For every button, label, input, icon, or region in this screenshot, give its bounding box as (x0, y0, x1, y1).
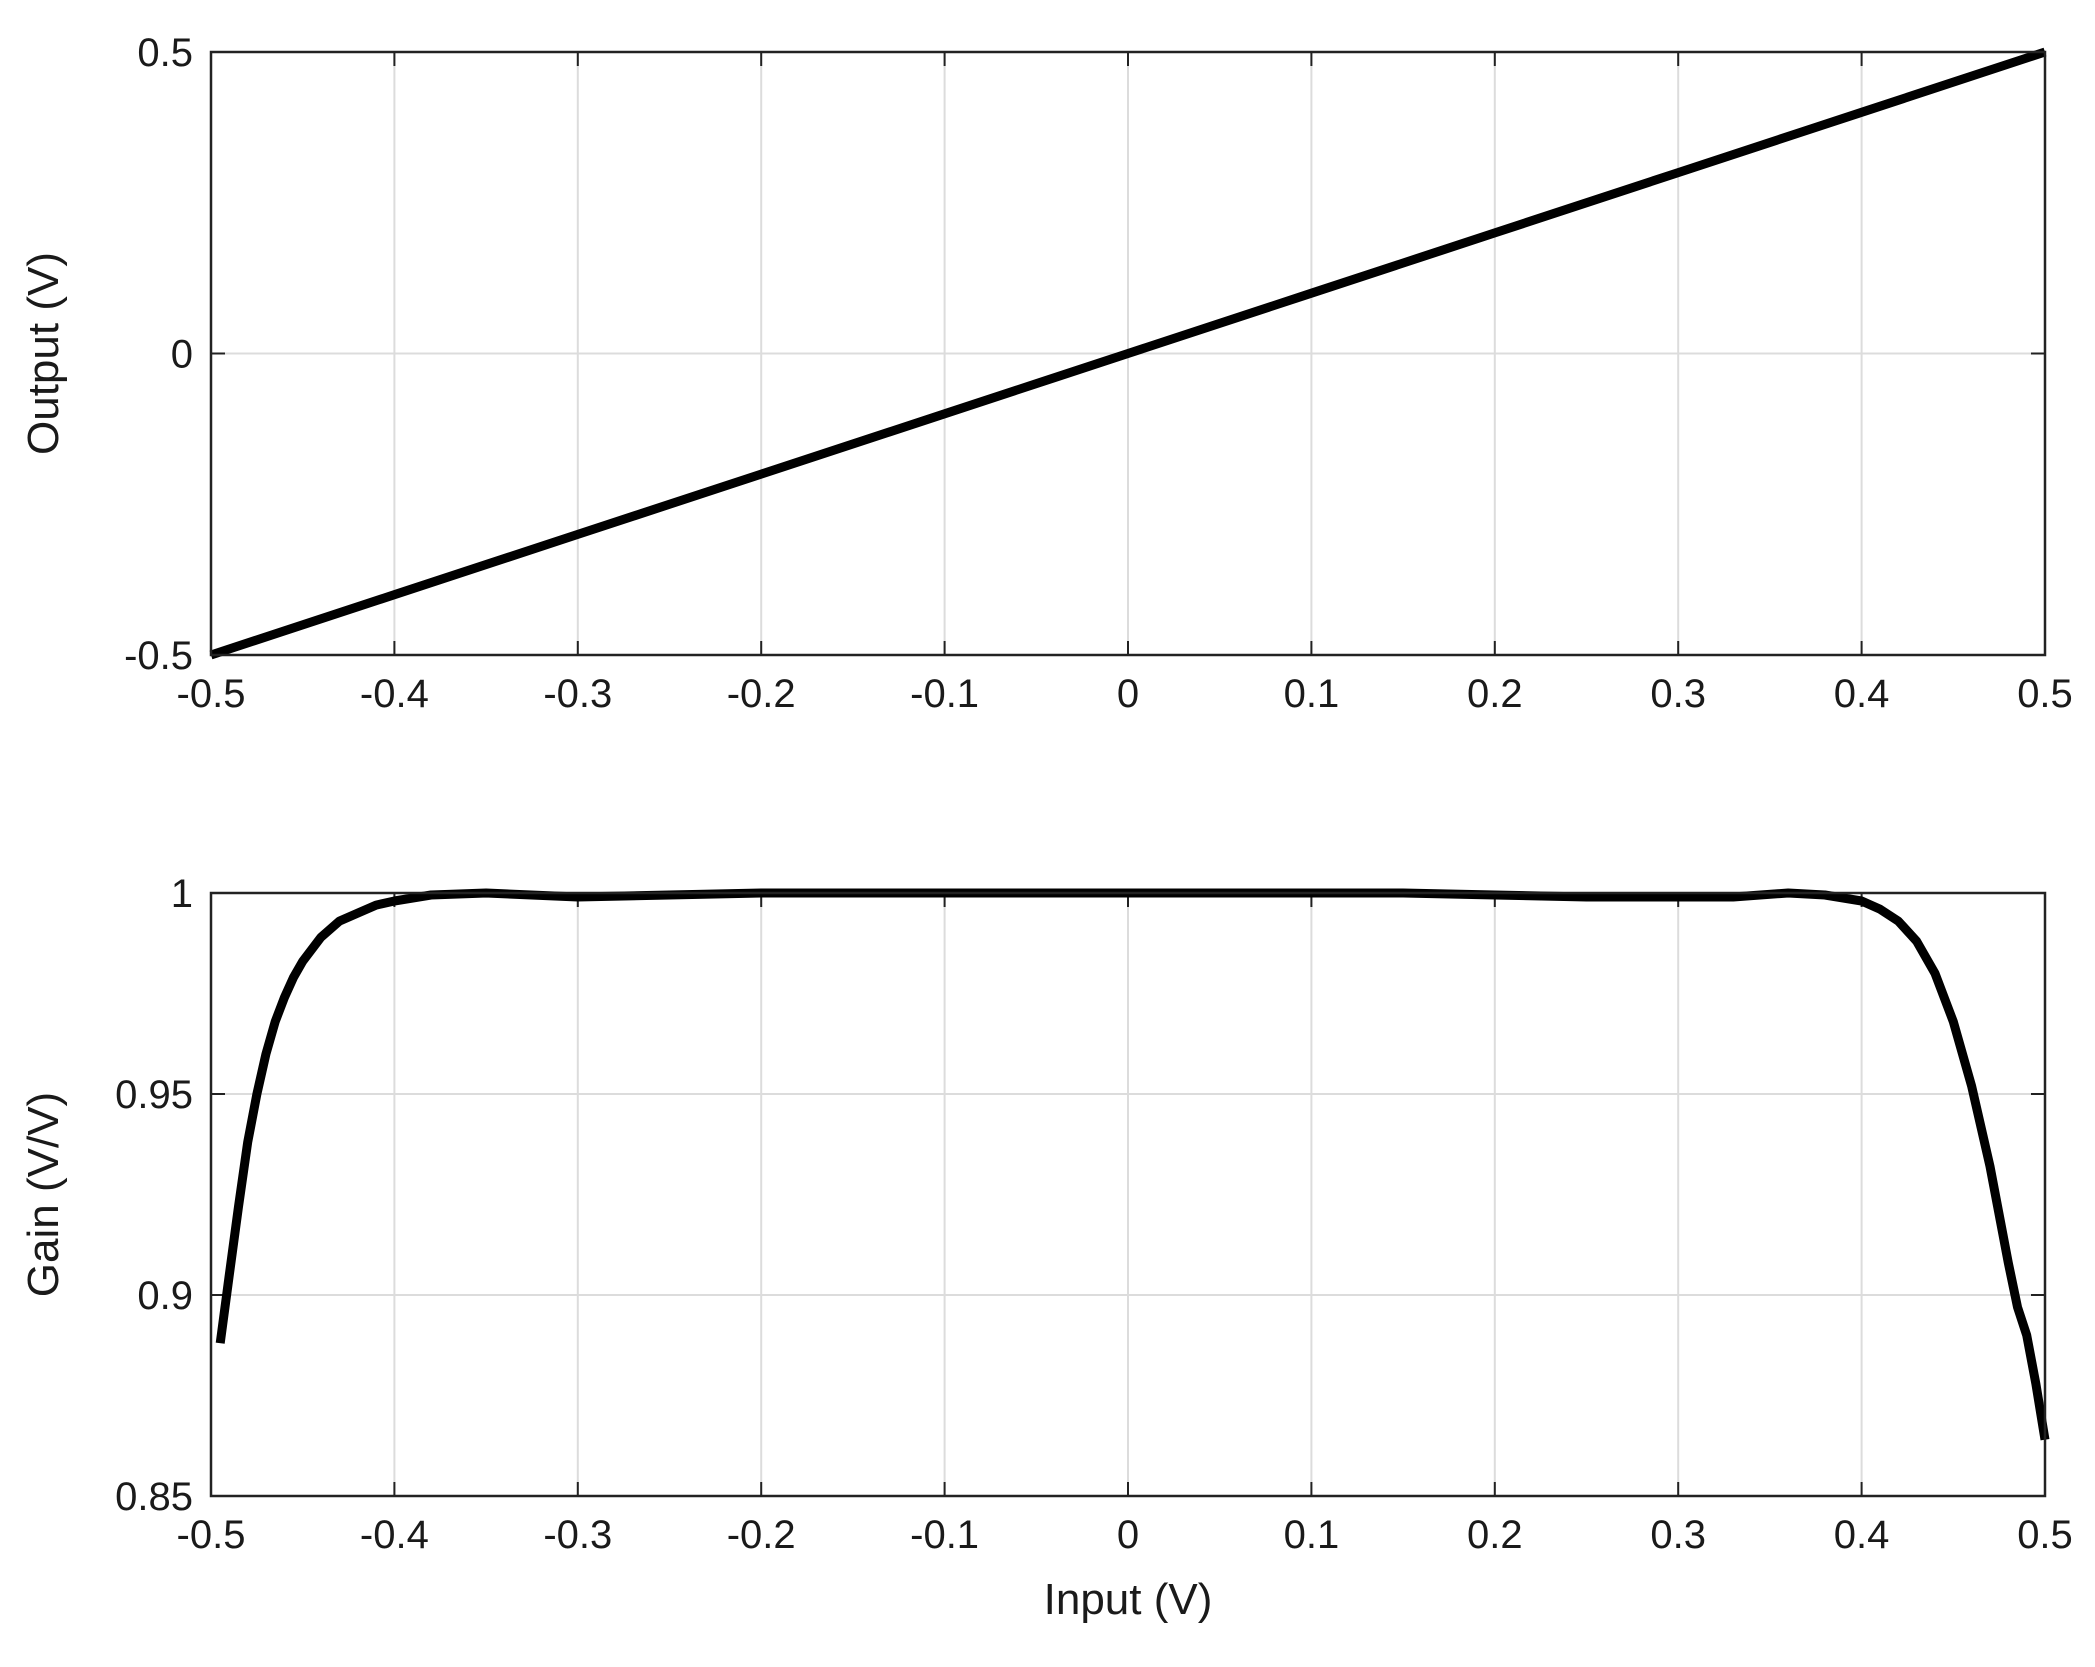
x-tick-label: 0 (1117, 1513, 1139, 1557)
x-tick-label: -0.1 (910, 672, 979, 716)
output-plot: -0.5 -0.4 -0.3 -0.2 -0.1 0 0.1 0.2 0.3 0.4 0.5 -0.5… (19, 31, 2073, 716)
x-tick-label: -0.5 (177, 672, 246, 716)
y-tick-label: 0.5 (137, 31, 193, 75)
x-tick-label: -0.2 (727, 672, 796, 716)
x-tick-label: -0.4 (360, 672, 429, 716)
y-tick-label: 1 (171, 872, 193, 916)
x-tick-label: 0 (1117, 672, 1139, 716)
y-tick-label: -0.5 (124, 634, 193, 678)
x-tick-label: 0.3 (1650, 1513, 1706, 1557)
y-tick-label: 0 (171, 333, 193, 377)
x-tick-label: 0.4 (1834, 1513, 1890, 1557)
x-tick-label: -0.3 (543, 1513, 612, 1557)
x-tick-label: 0.5 (2017, 672, 2073, 716)
x-tick-label: 0.1 (1284, 1513, 1340, 1557)
y-axis-label: Output (V) (19, 252, 68, 455)
y-axis-label: Gain (V/V) (19, 1092, 68, 1297)
x-tick-label: -0.1 (910, 1513, 979, 1557)
y-tick-label: 0.95 (115, 1073, 193, 1117)
x-tick-label: -0.3 (543, 672, 612, 716)
x-tick-label: 0.3 (1650, 672, 1706, 716)
x-tick-label: -0.4 (360, 1513, 429, 1557)
x-tick-label: 0.5 (2017, 1513, 2073, 1557)
x-tick-label: -0.2 (727, 1513, 796, 1557)
y-tick-label: 0.9 (137, 1274, 193, 1318)
x-tick-label: 0.2 (1467, 672, 1523, 716)
x-tick-label: 0.4 (1834, 672, 1890, 716)
gain-plot: -0.5 -0.4 -0.3 -0.2 -0.1 0 0.1 0.2 0.3 0.4 0.5 0.85… (19, 872, 2073, 1624)
x-tick-label: -0.5 (177, 1513, 246, 1557)
y-tick-label: 0.85 (115, 1475, 193, 1519)
x-tick-label: 0.1 (1284, 672, 1340, 716)
x-axis-label: Input (V) (1044, 1575, 1213, 1624)
series-line (209, 47, 2047, 660)
series-line (215, 888, 2050, 1441)
axes-frame (209, 891, 2047, 1498)
axes-frame (209, 50, 2047, 657)
x-tick-label: 0.2 (1467, 1513, 1523, 1557)
